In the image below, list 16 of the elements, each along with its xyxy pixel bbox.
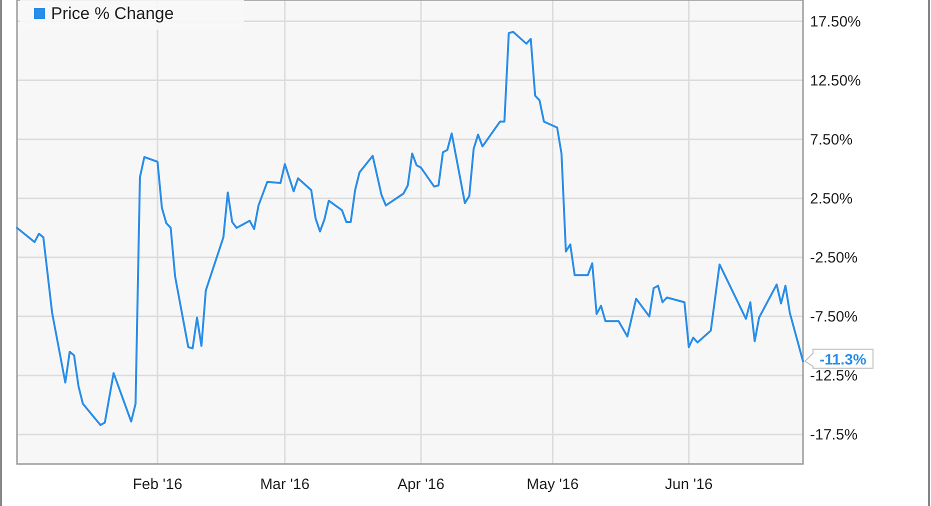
y-tick-label: -2.50% bbox=[810, 250, 858, 267]
y-tick-label: 7.50% bbox=[810, 132, 853, 149]
line-series bbox=[16, 30, 804, 426]
y-tick-label: 12.50% bbox=[810, 72, 861, 90]
y-tick-label: -17.5% bbox=[810, 426, 858, 444]
y-tick-label: 17.50% bbox=[810, 14, 861, 30]
y-tick-label: -7.50% bbox=[810, 308, 858, 326]
x-tick-label: Mar '16 bbox=[260, 476, 310, 493]
x-tick-label: Feb '16 bbox=[132, 476, 182, 493]
y-tick-label: 2.50% bbox=[810, 190, 853, 208]
legend-label: Price % Change bbox=[51, 4, 174, 23]
annotation: -11.3% bbox=[820, 352, 866, 369]
x-tick-label: Apr '16 bbox=[397, 476, 445, 493]
x-tick-label: Jun '16 bbox=[664, 476, 713, 493]
y-tick-label: -12.5% bbox=[810, 368, 858, 385]
x-tick-label: May '16 bbox=[526, 476, 579, 493]
